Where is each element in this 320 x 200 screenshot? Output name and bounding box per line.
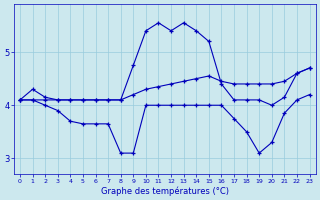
X-axis label: Graphe des températures (°C): Graphe des températures (°C) xyxy=(101,186,229,196)
